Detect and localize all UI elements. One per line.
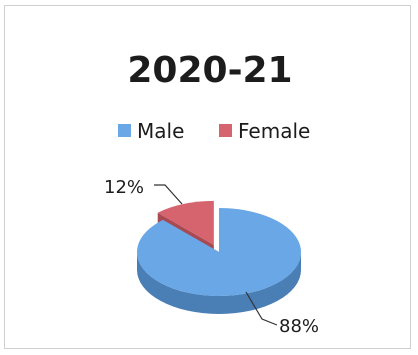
- chart-title: 2020-21: [127, 50, 292, 91]
- data-label-male: 88%: [279, 316, 319, 337]
- legend-swatch-male: [118, 124, 131, 137]
- leader-line-female: [154, 184, 183, 205]
- pie-group: [137, 200, 301, 314]
- legend: Male Female: [118, 119, 310, 143]
- slice-female: [157, 200, 214, 245]
- legend-swatch-female: [219, 124, 232, 137]
- slice-male-side: [137, 252, 301, 314]
- slice-male: [137, 208, 301, 297]
- legend-label-female: Female: [238, 119, 310, 143]
- legend-label-male: Male: [137, 119, 184, 143]
- leader-lines: [154, 184, 278, 326]
- data-label-female: 12%: [104, 177, 144, 198]
- leader-line-male: [245, 291, 278, 326]
